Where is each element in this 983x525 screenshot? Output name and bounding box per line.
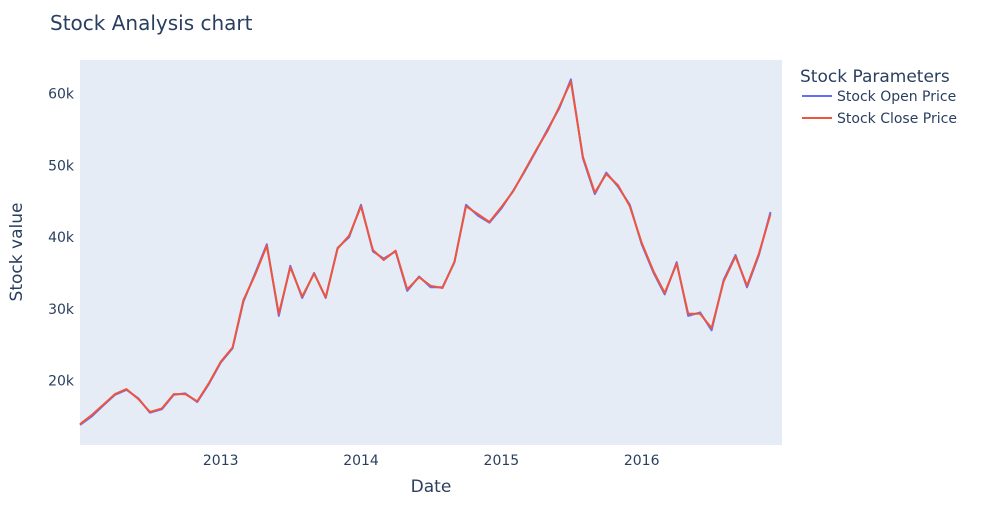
- series-line-close: [79, 80, 772, 425]
- x-axis-title: Date: [411, 477, 452, 497]
- y-tick-label: 60k: [48, 87, 75, 103]
- y-tick-label: 40k: [48, 230, 75, 246]
- plot-area: [80, 60, 782, 445]
- y-tick-label: 50k: [48, 158, 75, 174]
- y-tick-label: 30k: [48, 302, 75, 318]
- chart-title: Stock Analysis chart: [50, 11, 253, 35]
- x-tick-label: 2015: [484, 453, 520, 469]
- y-tick-label: 20k: [48, 373, 75, 389]
- y-axis-title: Stock value: [7, 203, 27, 302]
- series-group: [79, 78, 772, 426]
- y-axis-ticks: 20k 30k 40k 50k 60k: [48, 87, 75, 390]
- x-axis-ticks: 2013 2014 2015 2016: [203, 453, 660, 469]
- legend-label-open[interactable]: Stock Open Price: [837, 89, 956, 105]
- x-tick-label: 2016: [624, 453, 660, 469]
- legend-title: Stock Parameters: [800, 67, 950, 87]
- legend-label-close[interactable]: Stock Close Price: [837, 111, 957, 127]
- legend-items: Stock Open Price Stock Close Price: [802, 89, 957, 127]
- legend: Stock Parameters Stock Open Price Stock C…: [800, 67, 957, 127]
- x-tick-label: 2013: [203, 453, 239, 469]
- x-tick-label: 2014: [343, 453, 379, 469]
